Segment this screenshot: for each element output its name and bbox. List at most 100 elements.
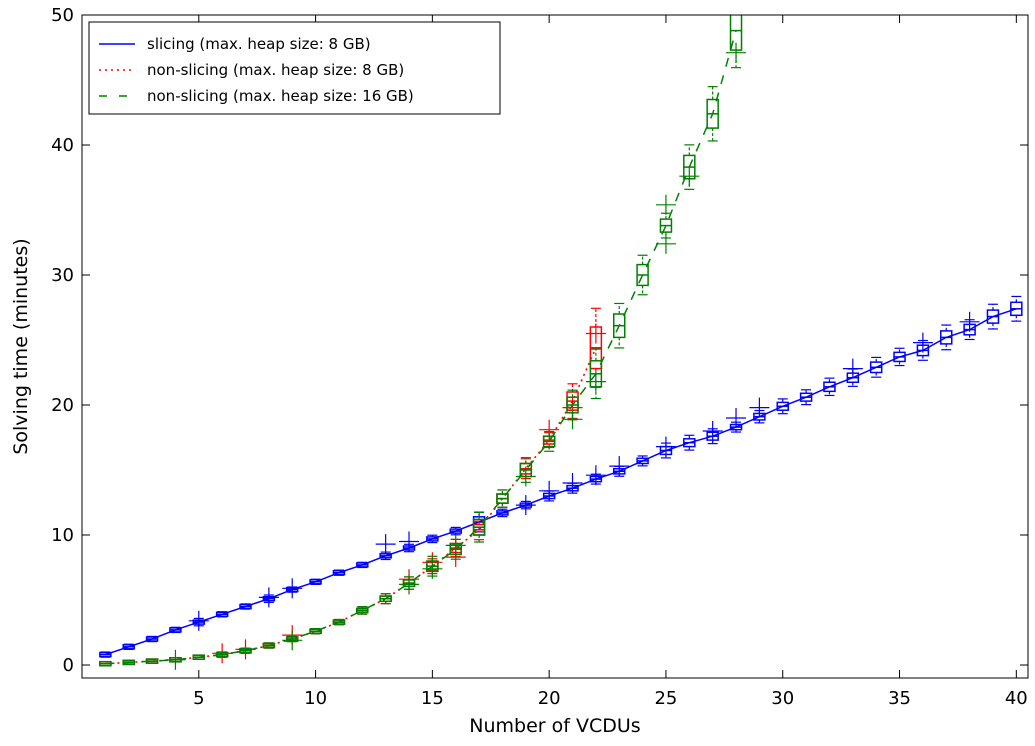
series-line-3 <box>105 30 737 665</box>
outlier-marker <box>188 610 209 631</box>
legend: slicing (max. heap size: 8 GB) non-slicin… <box>88 21 501 115</box>
y-tick-label: 30 <box>51 265 74 286</box>
data-point <box>1010 295 1023 322</box>
data-point <box>215 651 229 658</box>
data-point <box>612 302 626 349</box>
data-point <box>122 659 135 666</box>
outlier-marker <box>515 495 536 516</box>
y-tick-label: 50 <box>51 5 74 26</box>
outlier-marker <box>749 397 770 418</box>
outlier-marker <box>422 558 443 579</box>
x-tick-label: 15 <box>421 688 444 709</box>
data-point <box>332 569 346 576</box>
outlier-marker <box>912 332 933 353</box>
outlier-marker <box>679 166 700 187</box>
x-tick-label: 35 <box>888 688 911 709</box>
data-point <box>356 561 369 569</box>
data-point <box>496 489 509 508</box>
x-tick-label: 40 <box>1005 688 1028 709</box>
legend-label: non-slicing (max. heap size: 8 GB) <box>147 61 404 79</box>
data-point <box>542 430 556 452</box>
data-point <box>799 389 813 406</box>
data-point <box>192 654 206 660</box>
data-point <box>239 647 252 654</box>
legend-label: non-slicing (max. heap size: 16 GB) <box>147 87 414 105</box>
outlier-marker <box>562 409 583 430</box>
outlier-marker <box>445 535 466 556</box>
data-point <box>169 626 182 634</box>
outlier-marker <box>282 630 303 651</box>
y-axis-label: Solving time (minutes) <box>10 238 32 454</box>
data-point <box>776 398 789 415</box>
data-point <box>332 618 346 626</box>
data-point <box>893 347 906 367</box>
x-tick-label: 30 <box>771 688 794 709</box>
data-point <box>239 603 252 610</box>
legend-item: slicing (max. heap size: 8 GB) <box>99 35 371 53</box>
data-point <box>145 635 159 643</box>
data-point <box>449 526 462 536</box>
outlier-marker <box>539 480 560 501</box>
y-tick-label: 0 <box>63 655 74 676</box>
data-point <box>869 356 883 378</box>
y-tick-label: 20 <box>51 395 74 416</box>
data-point <box>636 455 649 467</box>
y-tick-label: 40 <box>51 135 74 156</box>
x-axis-label: Number of VCDUs <box>469 715 640 737</box>
data-point <box>122 643 135 651</box>
outlier-marker <box>282 578 303 599</box>
outlier-marker <box>702 421 723 441</box>
data-point <box>683 434 696 451</box>
legend-item: non-slicing (max. heap size: 8 GB) <box>99 61 404 79</box>
outlier-marker <box>165 649 186 670</box>
data-point <box>215 611 229 618</box>
data-point <box>309 578 322 586</box>
data-point <box>99 651 112 658</box>
outlier-marker <box>375 534 396 555</box>
data-point <box>496 508 509 518</box>
data-point <box>356 606 369 615</box>
outlier-marker <box>655 436 676 457</box>
data-point <box>986 303 1000 330</box>
series-line-1 <box>105 308 1017 656</box>
data-point <box>636 254 649 296</box>
data-point <box>309 627 322 635</box>
data-point <box>379 593 392 605</box>
data-point <box>145 658 159 664</box>
data-point <box>99 660 112 667</box>
outlier-marker <box>726 42 747 63</box>
x-tick-label: 10 <box>304 688 327 709</box>
outlier-marker <box>609 456 630 477</box>
outlier-marker <box>959 311 980 332</box>
outlier-marker <box>399 531 420 552</box>
legend-box <box>88 21 501 115</box>
outlier-marker <box>585 323 606 344</box>
series-2 <box>99 307 606 667</box>
outlier-marker <box>515 466 536 487</box>
data-point <box>823 377 836 397</box>
outlier-marker <box>655 194 676 215</box>
outlier-marker <box>842 358 863 379</box>
data-point <box>472 511 486 543</box>
data-point <box>262 642 276 649</box>
y-tick-label: 10 <box>51 525 74 546</box>
x-tick-label: 5 <box>193 688 204 709</box>
outlier-marker <box>726 408 747 428</box>
data-point <box>939 324 953 351</box>
outlier-marker <box>585 371 606 392</box>
series-1 <box>99 295 1023 658</box>
plot-frame <box>81 14 1029 679</box>
data-point <box>426 534 439 544</box>
legend-item: non-slicing (max. heap size: 16 GB) <box>99 87 414 105</box>
series-3 <box>99 15 747 670</box>
axis-ticks: 5 10 15 20 25 30 35 40 0 10 20 30 40 50 <box>51 5 1028 709</box>
outlier-marker <box>399 574 420 595</box>
legend-label: slicing (max. heap size: 8 GB) <box>147 35 371 53</box>
x-tick-label: 25 <box>654 688 677 709</box>
outlier-marker <box>655 233 676 254</box>
outlier-marker <box>585 465 606 486</box>
data-point <box>706 86 719 142</box>
x-tick-label: 20 <box>538 688 561 709</box>
outlier-marker <box>258 587 279 608</box>
